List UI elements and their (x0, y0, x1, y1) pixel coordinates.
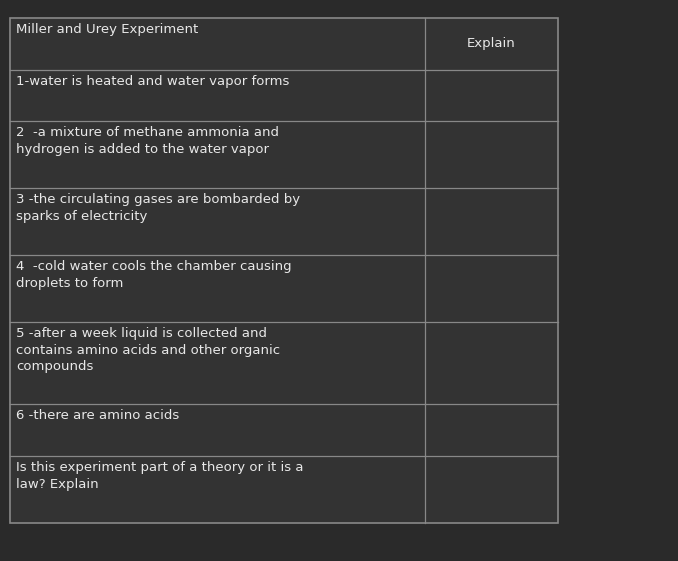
Text: 6 -there are amino acids: 6 -there are amino acids (16, 410, 179, 422)
Bar (10, 18, 558, 523)
Bar (10, 18, 558, 523)
Text: 1-water is heated and water vapor forms: 1-water is heated and water vapor forms (16, 75, 290, 88)
Text: Is this experiment part of a theory or it is a
law? Explain: Is this experiment part of a theory or i… (16, 461, 304, 490)
Text: Explain: Explain (467, 37, 516, 50)
Text: 3 -the circulating gases are bombarded by
sparks of electricity: 3 -the circulating gases are bombarded b… (16, 193, 300, 223)
Text: 2  -a mixture of methane ammonia and
hydrogen is added to the water vapor: 2 -a mixture of methane ammonia and hydr… (16, 126, 279, 155)
Text: Miller and Urey Experiment: Miller and Urey Experiment (16, 23, 198, 36)
Text: 5 -after a week liquid is collected and
contains amino acids and other organic
c: 5 -after a week liquid is collected and … (16, 327, 280, 373)
Text: 4  -cold water cools the chamber causing
droplets to form: 4 -cold water cools the chamber causing … (16, 260, 292, 289)
